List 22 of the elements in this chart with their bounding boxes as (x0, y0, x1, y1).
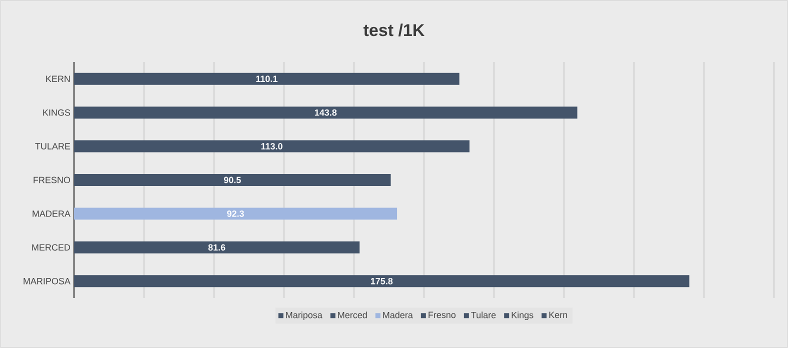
chart-title: test /1K (364, 24, 425, 36)
legend-label: Madera (383, 312, 413, 318)
legend-label: Kings (512, 312, 534, 320)
data-label: 81.6 (208, 244, 226, 251)
y-tick-label: KINGS (43, 109, 70, 116)
legend-label: Merced (338, 312, 367, 318)
legend-label: Fresno (428, 312, 456, 318)
y-tick-label: MARIPOSA (24, 278, 70, 284)
y-tick-label: MADERA (32, 210, 70, 217)
y-tick-label: KERN (46, 76, 70, 82)
data-label: 175.8 (370, 278, 393, 284)
data-label: 113.0 (261, 143, 282, 150)
legend-label: Kern (549, 312, 568, 318)
y-tick-label: MERCED (32, 244, 70, 251)
legend-label: Mariposa (286, 312, 322, 320)
data-label: 90.5 (224, 176, 241, 184)
data-label: 92.3 (227, 210, 244, 217)
legend-label: Tulare (471, 312, 496, 318)
y-tick-label: TULARE (35, 143, 70, 150)
data-label: 143.8 (314, 109, 337, 116)
data-label: 110.1 (256, 76, 278, 82)
y-tick-label: FRESNO (34, 176, 70, 184)
